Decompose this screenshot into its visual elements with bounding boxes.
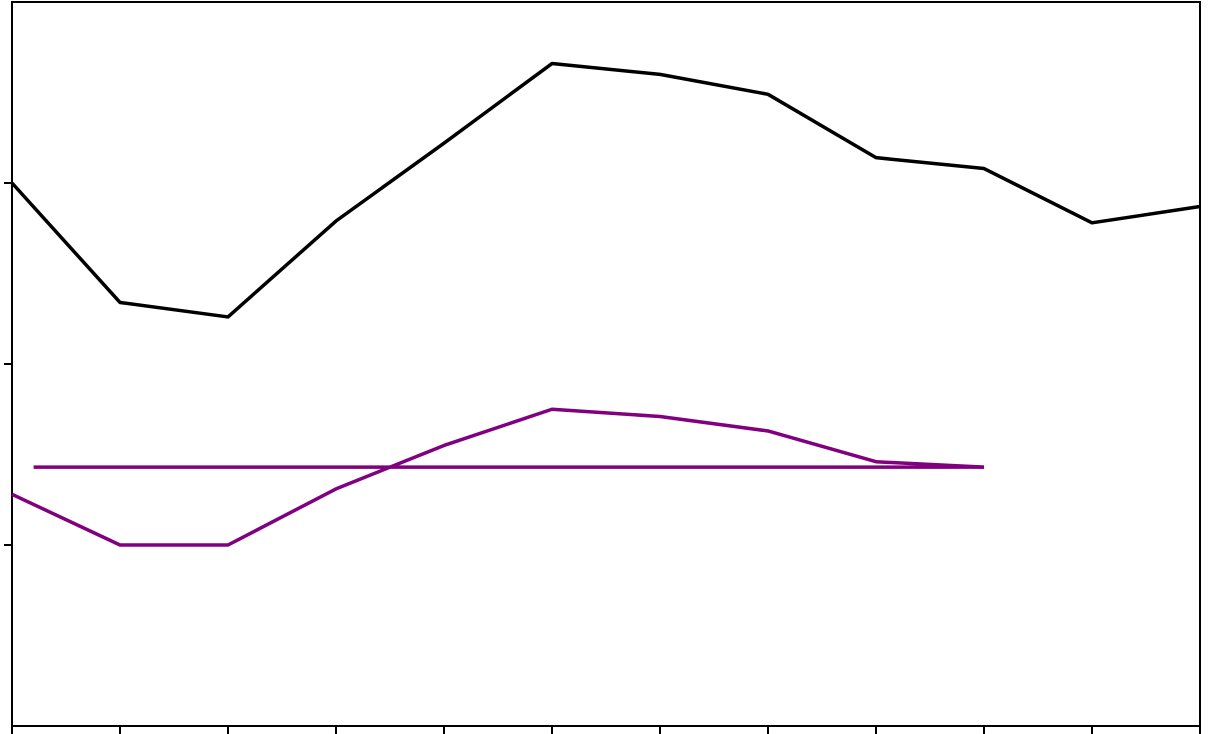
data-line <box>11 407 985 547</box>
data-line <box>10 61 1201 319</box>
plot-frame <box>11 1 1201 727</box>
